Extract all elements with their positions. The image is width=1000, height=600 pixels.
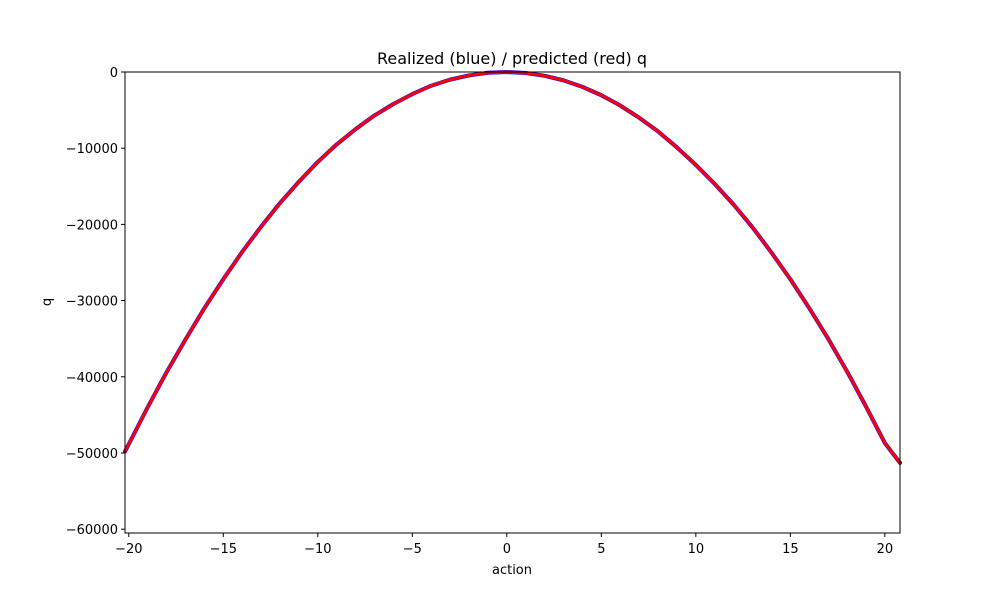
series-1-point <box>600 94 603 97</box>
series-1-point <box>373 114 376 117</box>
plot-area <box>123 70 902 465</box>
series-1-point <box>222 278 225 281</box>
series-1-point <box>354 127 357 131</box>
x-tick-label: 15 <box>782 542 799 557</box>
series-1-point <box>203 307 206 310</box>
x-tick-label: −10 <box>304 542 331 557</box>
series-1-point <box>619 104 622 107</box>
series-1-point <box>808 307 811 310</box>
x-axis-label: action <box>492 563 532 578</box>
series-1-point <box>411 92 414 96</box>
y-tick-label: −40000 <box>66 371 118 386</box>
x-axis: −20 −15 −10 −5 0 5 10 15 20 <box>115 533 893 557</box>
series-1-point <box>713 182 716 186</box>
chart-title: Realized (blue) / predicted (red) q <box>377 49 647 68</box>
plot-frame <box>124 71 901 534</box>
series-1-point <box>770 251 773 254</box>
series-1-point <box>241 250 244 254</box>
series-1-point <box>146 406 149 409</box>
series-1-point <box>543 74 546 78</box>
series-1-point <box>883 441 887 445</box>
series-1-point <box>826 337 830 340</box>
series-1-point <box>278 201 282 205</box>
series-1-point <box>259 225 263 228</box>
y-axis-label: q <box>40 298 55 306</box>
series-1-point <box>562 79 565 82</box>
series-1-point <box>656 130 660 133</box>
x-tick-label: 10 <box>688 542 705 557</box>
x-tick-label: 5 <box>597 542 605 557</box>
series-1-point <box>430 84 433 87</box>
series-1-point <box>694 163 698 167</box>
series-1-point <box>297 180 301 183</box>
series-1-point <box>581 85 584 89</box>
series-1-point <box>165 371 168 374</box>
series-1-point <box>184 338 187 341</box>
y-tick-label: −60000 <box>66 523 118 538</box>
series-1-point <box>467 74 471 77</box>
y-tick-label: −30000 <box>66 295 118 310</box>
series-line-1 <box>123 70 902 465</box>
series-1-point <box>392 102 395 106</box>
series-1-point <box>335 143 338 146</box>
x-tick-label: 20 <box>877 542 894 557</box>
series-1-point <box>751 226 754 229</box>
y-axis: 0 −10000 −20000 −30000 −40000 −50000 −60000 <box>66 66 125 538</box>
series-1-point <box>448 78 452 81</box>
series-1-point <box>675 146 679 149</box>
x-tick-label: −15 <box>210 542 237 557</box>
x-tick-label: 0 <box>503 542 511 557</box>
y-tick-label: −10000 <box>66 142 118 157</box>
y-tick-label: 0 <box>110 66 118 81</box>
y-tick-label: −50000 <box>66 447 118 462</box>
x-tick-label: −20 <box>115 542 142 557</box>
series-1-point <box>732 203 735 206</box>
y-tick-label: −20000 <box>66 218 118 233</box>
series-1-point <box>864 405 868 408</box>
series-1-point <box>845 370 849 373</box>
series-1-point <box>637 116 641 119</box>
x-tick-label: −5 <box>403 542 422 557</box>
series-1-point <box>316 160 319 164</box>
series-1-point <box>789 278 792 281</box>
